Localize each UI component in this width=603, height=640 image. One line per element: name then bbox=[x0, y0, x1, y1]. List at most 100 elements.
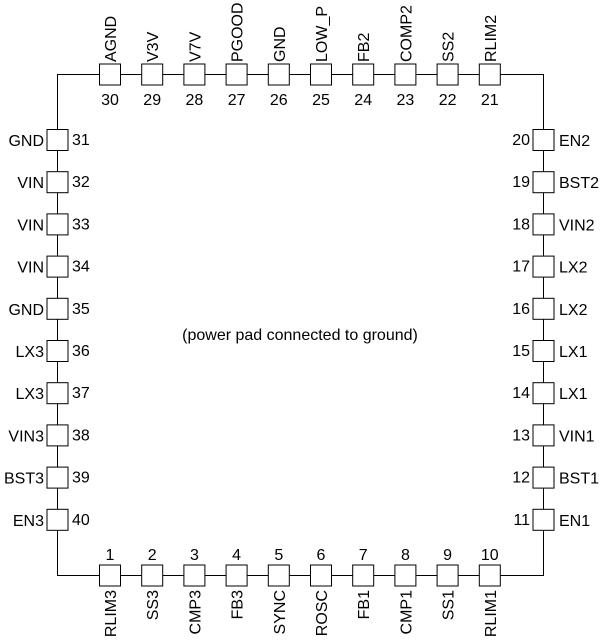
pin-number: 32 bbox=[72, 174, 90, 191]
pin-number: 35 bbox=[72, 301, 90, 318]
package-outline bbox=[57, 74, 544, 576]
pin-number: 39 bbox=[72, 470, 90, 487]
pin-name: LX1 bbox=[559, 344, 588, 361]
pin-name: SS2 bbox=[441, 32, 458, 62]
pin-name: SYNC bbox=[272, 590, 289, 634]
pin-pad-31 bbox=[46, 129, 69, 151]
pin-number: 4 bbox=[232, 547, 241, 564]
pin-pad-16 bbox=[532, 297, 555, 320]
pin-number: 18 bbox=[512, 216, 530, 233]
pin-pad-20 bbox=[532, 129, 555, 151]
pin-name: CMP3 bbox=[187, 590, 204, 635]
pin-pad-21 bbox=[478, 63, 501, 86]
pin-name: FB2 bbox=[356, 33, 373, 62]
pin-number: 38 bbox=[72, 427, 90, 444]
pin-name: FB3 bbox=[230, 590, 247, 619]
pin-name: EN1 bbox=[559, 513, 590, 530]
pin-number: 26 bbox=[270, 92, 288, 109]
pin-name: LX3 bbox=[16, 344, 45, 361]
pin-number: 34 bbox=[72, 259, 90, 276]
pin-pad-10 bbox=[478, 564, 501, 587]
pin-pad-25 bbox=[310, 63, 332, 86]
pin-number: 25 bbox=[312, 92, 330, 109]
pin-number: 28 bbox=[186, 92, 204, 109]
pin-pad-4 bbox=[225, 564, 248, 587]
pin-number: 29 bbox=[143, 92, 161, 109]
pin-pad-28 bbox=[183, 63, 206, 86]
pin-number: 37 bbox=[72, 385, 90, 402]
pin-name: AGND bbox=[103, 16, 120, 62]
pin-name: VIN1 bbox=[559, 428, 595, 445]
pin-name: CMP1 bbox=[398, 590, 415, 635]
pin-pad-13 bbox=[532, 424, 555, 447]
pin-number: 2 bbox=[148, 547, 157, 564]
pin-pad-33 bbox=[46, 213, 69, 236]
pin-pad-36 bbox=[46, 340, 69, 362]
pin-pad-17 bbox=[532, 255, 555, 278]
pin-name: RLIM1 bbox=[483, 590, 500, 637]
pin-number: 30 bbox=[101, 92, 119, 109]
pin-name: COMP2 bbox=[398, 5, 415, 62]
pin-pad-12 bbox=[532, 466, 555, 489]
pin-name: ROSC bbox=[314, 590, 331, 636]
pin-pad-23 bbox=[394, 63, 417, 86]
pin-pad-9 bbox=[436, 564, 459, 587]
pin-number: 13 bbox=[512, 427, 530, 444]
pin-pad-30 bbox=[99, 63, 121, 86]
pin-number: 23 bbox=[397, 92, 415, 109]
pin-pad-39 bbox=[46, 466, 69, 489]
pin-number: 27 bbox=[228, 92, 246, 109]
pin-name: BST1 bbox=[559, 471, 599, 488]
pin-name: LOW_P bbox=[314, 6, 331, 62]
pin-number: 14 bbox=[512, 385, 530, 402]
pin-pad-7 bbox=[352, 564, 375, 587]
pin-name: FB1 bbox=[356, 590, 373, 619]
pin-name: VIN bbox=[17, 175, 44, 192]
pin-number: 12 bbox=[512, 470, 530, 487]
pin-number: 10 bbox=[481, 547, 499, 564]
pin-name: VIN2 bbox=[559, 217, 595, 234]
pin-number: 40 bbox=[72, 512, 90, 529]
pin-name: PGOOD bbox=[230, 2, 247, 62]
pin-pad-14 bbox=[532, 382, 555, 405]
pin-number: 11 bbox=[513, 512, 530, 529]
pin-number: 5 bbox=[274, 547, 283, 564]
pin-name: RLIM2 bbox=[483, 15, 500, 62]
pin-name: GND bbox=[8, 302, 44, 319]
pin-number: 8 bbox=[401, 547, 410, 564]
pin-pad-19 bbox=[532, 171, 555, 194]
pin-pad-37 bbox=[46, 382, 69, 405]
pin-pad-26 bbox=[267, 63, 290, 86]
pin-pad-3 bbox=[183, 564, 206, 587]
pin-number: 20 bbox=[512, 132, 530, 149]
pin-pad-29 bbox=[141, 63, 164, 86]
pin-name: VIN3 bbox=[8, 428, 44, 445]
pin-pad-34 bbox=[46, 255, 69, 278]
pin-number: 17 bbox=[512, 259, 530, 276]
pin-number: 1 bbox=[106, 547, 115, 564]
pin-number: 15 bbox=[512, 343, 530, 360]
pin-name: LX3 bbox=[16, 386, 45, 403]
pin-pad-40 bbox=[46, 508, 69, 531]
pin-number: 22 bbox=[439, 92, 457, 109]
pin-name: GND bbox=[272, 26, 289, 62]
pin-pad-38 bbox=[46, 424, 69, 447]
pin-pad-1 bbox=[99, 564, 121, 587]
pin-name: VIN bbox=[17, 260, 44, 277]
pin-number: 16 bbox=[512, 301, 530, 318]
pin-pad-27 bbox=[225, 63, 248, 86]
pin-number: 36 bbox=[72, 343, 90, 360]
pin-number: 33 bbox=[72, 216, 90, 233]
pin-name: RLIM3 bbox=[103, 590, 120, 637]
pin-pad-32 bbox=[46, 171, 69, 194]
center-note: (power pad connected to ground) bbox=[182, 327, 418, 344]
pin-name: EN3 bbox=[13, 513, 44, 530]
pin-name: SS1 bbox=[441, 590, 458, 620]
pin-pad-8 bbox=[394, 564, 417, 587]
pin-name: EN2 bbox=[559, 133, 590, 150]
pin-pad-2 bbox=[141, 564, 164, 587]
pin-name: LX2 bbox=[559, 260, 588, 277]
pin-pad-11 bbox=[532, 508, 555, 531]
pin-pad-35 bbox=[46, 297, 69, 320]
pin-name: SS3 bbox=[145, 590, 162, 620]
